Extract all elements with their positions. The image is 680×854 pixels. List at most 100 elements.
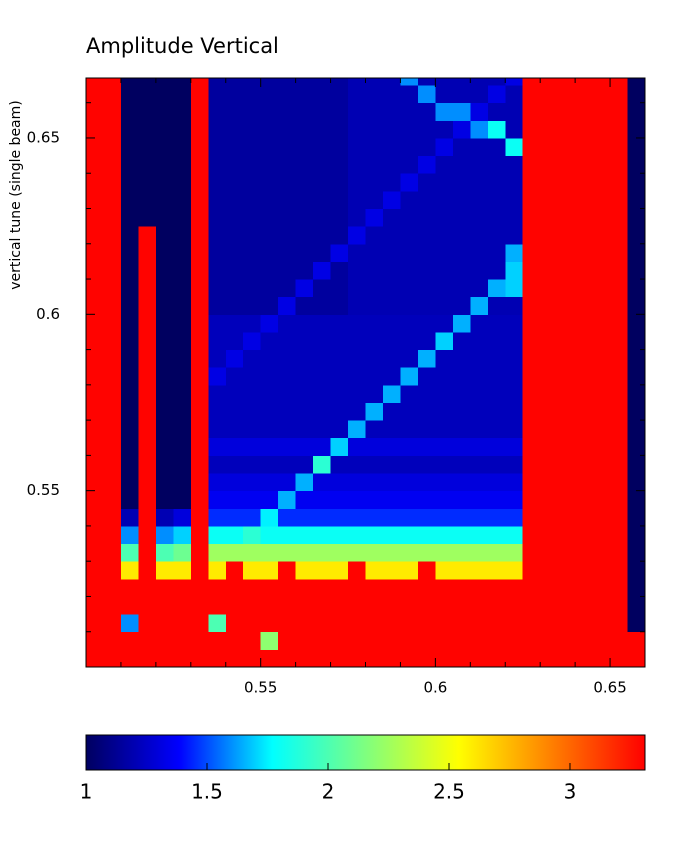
heatmap-cell xyxy=(487,208,506,227)
heatmap-cell xyxy=(243,437,262,456)
heatmap-cell xyxy=(452,331,471,351)
heatmap-cell xyxy=(452,596,471,615)
heatmap-cell xyxy=(313,367,332,386)
heatmap-cell xyxy=(155,85,174,104)
heatmap-cell xyxy=(86,349,104,368)
heatmap-cell xyxy=(295,455,314,474)
heatmap-cell xyxy=(417,367,436,386)
heatmap-cell xyxy=(103,243,122,262)
heatmap-cell xyxy=(348,561,366,580)
heatmap-cell xyxy=(505,384,524,403)
heatmap-cell xyxy=(400,155,419,174)
heatmap-cell xyxy=(610,420,629,439)
heatmap-cell xyxy=(627,243,645,262)
heatmap-cell xyxy=(417,137,436,157)
heatmap-cell xyxy=(313,137,332,157)
heatmap-cell xyxy=(260,155,279,174)
heatmap-cell xyxy=(382,561,401,580)
heatmap-cell xyxy=(540,314,559,333)
heatmap-cell xyxy=(435,525,454,545)
heatmap-cell xyxy=(522,578,541,597)
heatmap-cell xyxy=(470,384,489,403)
heatmap-cell xyxy=(505,173,524,192)
heatmap-cell xyxy=(330,226,349,245)
heatmap-cell xyxy=(138,155,157,174)
heatmap-cell xyxy=(470,314,489,333)
heatmap-cell xyxy=(348,102,366,121)
heatmap-cell xyxy=(173,314,192,333)
heatmap-cell xyxy=(505,190,524,209)
heatmap-cell xyxy=(260,243,279,262)
heatmap-cell xyxy=(313,543,332,562)
heatmap-cell xyxy=(487,543,506,562)
heatmap-cell xyxy=(86,296,104,315)
heatmap-cell xyxy=(138,420,157,439)
heatmap-cell xyxy=(382,226,401,245)
heatmap-cell xyxy=(400,279,419,298)
heatmap-cell xyxy=(313,155,332,174)
heatmap-cell xyxy=(610,208,629,227)
heatmap-cell xyxy=(208,367,227,386)
heatmap-cell xyxy=(173,102,192,121)
heatmap-cell xyxy=(155,455,174,474)
heatmap-cell xyxy=(540,190,559,209)
heatmap-cell xyxy=(86,367,104,386)
heatmap-cell xyxy=(470,596,489,615)
heatmap-cell xyxy=(243,331,262,351)
heatmap-cell xyxy=(522,190,541,209)
heatmap-cell xyxy=(313,508,332,527)
heatmap-cell xyxy=(522,631,541,650)
heatmap-cell xyxy=(208,137,227,157)
heatmap-cell xyxy=(243,279,262,298)
heatmap-cell xyxy=(120,243,139,262)
heatmap-cell xyxy=(627,402,645,421)
heatmap-cell xyxy=(225,243,244,262)
heatmap-cell xyxy=(313,261,332,280)
heatmap-cell xyxy=(382,631,401,650)
axes: 0.55 0.6 0.65 0.55 0.6 0.65 xyxy=(27,77,646,697)
heatmap-cell xyxy=(278,349,297,368)
heatmap-cell xyxy=(190,208,209,227)
heatmap-cell xyxy=(330,596,349,615)
heatmap-cell xyxy=(313,226,332,245)
heatmap-cell xyxy=(348,208,366,227)
heatmap-cell xyxy=(627,78,645,86)
heatmap-cell xyxy=(557,508,576,527)
heatmap-cell xyxy=(208,78,227,86)
heatmap-cell xyxy=(348,596,366,615)
heatmap-cell xyxy=(295,631,314,650)
heatmap-cell xyxy=(138,543,157,562)
heatmap-cell xyxy=(138,120,157,139)
heatmap-cell xyxy=(260,208,279,227)
heatmap-cell xyxy=(365,349,384,368)
heatmap-cell xyxy=(487,420,506,439)
heatmap-cell xyxy=(208,631,227,650)
heatmap-cell xyxy=(155,349,174,368)
heatmap-cell xyxy=(86,208,104,227)
heatmap-cell xyxy=(260,402,279,421)
heatmap-cell xyxy=(190,243,209,262)
heatmap-cell xyxy=(190,279,209,298)
heatmap-cell xyxy=(348,437,366,456)
heatmap-cell xyxy=(278,543,297,562)
heatmap-cell xyxy=(173,173,192,192)
heatmap-cell xyxy=(505,296,524,315)
heatmap-cell xyxy=(575,279,594,298)
heatmap-cell xyxy=(382,578,401,597)
heatmap-cell xyxy=(225,85,244,104)
heatmap-cell xyxy=(190,420,209,439)
heatmap-cell xyxy=(365,561,384,580)
heatmap-cell xyxy=(435,402,454,421)
heatmap-cell xyxy=(400,296,419,315)
heatmap-cell xyxy=(260,331,279,351)
heatmap-cell xyxy=(540,226,559,245)
heatmap-cell xyxy=(470,226,489,245)
heatmap-cell xyxy=(592,525,611,545)
heatmap-cell xyxy=(435,85,454,104)
heatmap-cell xyxy=(540,631,559,650)
heatmap-cell xyxy=(278,596,297,615)
heatmap-cell xyxy=(522,402,541,421)
heatmap-cell xyxy=(522,473,541,492)
heatmap-cell xyxy=(173,490,192,509)
heatmap-cell xyxy=(260,561,279,580)
